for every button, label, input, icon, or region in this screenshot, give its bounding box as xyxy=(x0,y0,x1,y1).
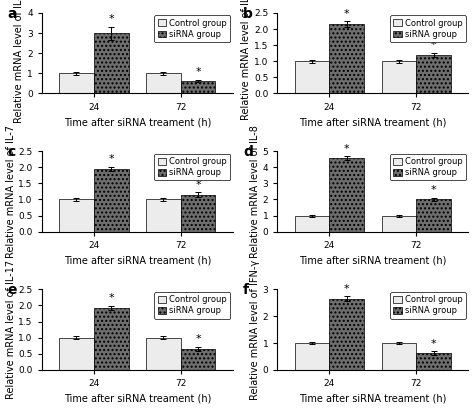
X-axis label: Time after siRNA treament (h): Time after siRNA treament (h) xyxy=(299,255,447,265)
Text: *: * xyxy=(109,293,114,303)
Bar xyxy=(329,299,364,370)
Text: *: * xyxy=(431,339,437,349)
Y-axis label: Relative mRNA level of IL-6: Relative mRNA level of IL-6 xyxy=(241,0,251,120)
Bar xyxy=(146,338,181,370)
Bar xyxy=(329,158,364,231)
Text: e: e xyxy=(7,283,17,297)
Text: *: * xyxy=(431,40,437,50)
Bar xyxy=(329,24,364,94)
Text: a: a xyxy=(7,7,17,20)
Bar xyxy=(382,343,416,370)
Legend: Control group, siRNA group: Control group, siRNA group xyxy=(154,154,230,180)
Text: c: c xyxy=(7,145,16,159)
Text: *: * xyxy=(344,144,350,154)
Bar xyxy=(59,338,94,370)
Bar xyxy=(59,73,94,94)
Bar xyxy=(181,349,216,370)
Bar xyxy=(181,81,216,94)
Bar xyxy=(146,73,181,94)
Text: *: * xyxy=(109,154,114,164)
Text: *: * xyxy=(195,334,201,344)
Bar xyxy=(181,195,216,231)
X-axis label: Time after siRNA treament (h): Time after siRNA treament (h) xyxy=(64,117,211,127)
Legend: Control group, siRNA group: Control group, siRNA group xyxy=(154,16,230,42)
Bar xyxy=(295,216,329,231)
Bar xyxy=(295,343,329,370)
Bar xyxy=(416,353,451,370)
Legend: Control group, siRNA group: Control group, siRNA group xyxy=(154,292,230,319)
X-axis label: Time after siRNA treament (h): Time after siRNA treament (h) xyxy=(299,393,447,403)
X-axis label: Time after siRNA treament (h): Time after siRNA treament (h) xyxy=(299,117,447,127)
Text: d: d xyxy=(243,145,253,159)
X-axis label: Time after siRNA treament (h): Time after siRNA treament (h) xyxy=(64,255,211,265)
Bar xyxy=(94,308,128,370)
Bar xyxy=(295,61,329,94)
Text: *: * xyxy=(431,185,437,196)
Y-axis label: Relative mRNA level of IL-7: Relative mRNA level of IL-7 xyxy=(6,125,16,258)
Bar xyxy=(59,200,94,231)
Bar xyxy=(416,55,451,94)
Bar xyxy=(382,61,416,94)
Text: b: b xyxy=(243,7,253,20)
Bar xyxy=(94,169,128,231)
Text: f: f xyxy=(243,283,249,297)
Text: *: * xyxy=(344,283,350,294)
Text: *: * xyxy=(344,9,350,18)
Y-axis label: Relative mRNA level of IL-8: Relative mRNA level of IL-8 xyxy=(250,125,260,258)
X-axis label: Time after siRNA treament (h): Time after siRNA treament (h) xyxy=(64,393,211,403)
Text: *: * xyxy=(195,180,201,190)
Legend: Control group, siRNA group: Control group, siRNA group xyxy=(390,16,466,42)
Bar xyxy=(382,216,416,231)
Bar xyxy=(146,200,181,231)
Y-axis label: Relative mRNA level of IL-1β: Relative mRNA level of IL-1β xyxy=(14,0,24,123)
Bar xyxy=(94,33,128,94)
Legend: Control group, siRNA group: Control group, siRNA group xyxy=(390,292,466,319)
Y-axis label: Relative mRNA level of IFN-γ: Relative mRNA level of IFN-γ xyxy=(250,259,260,400)
Legend: Control group, siRNA group: Control group, siRNA group xyxy=(390,154,466,180)
Bar xyxy=(416,200,451,231)
Y-axis label: Relative mRNA level of IL-17: Relative mRNA level of IL-17 xyxy=(6,260,16,399)
Text: *: * xyxy=(109,14,114,24)
Text: *: * xyxy=(195,67,201,77)
